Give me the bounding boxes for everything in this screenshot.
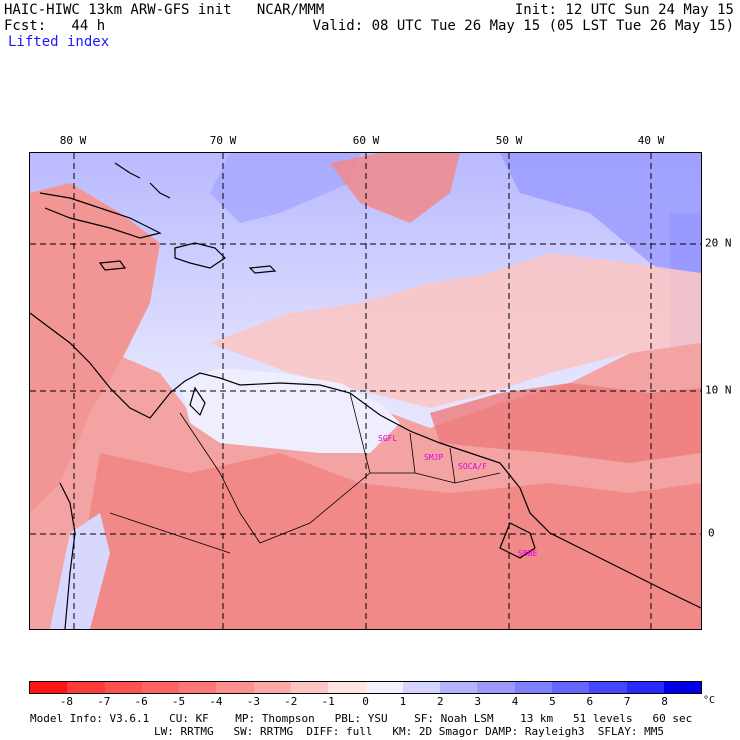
lifted-index-map: SGFL SMJP SOCA/F SBBE bbox=[29, 152, 702, 630]
colorbar-segment bbox=[440, 682, 478, 693]
unstable-region-central-america bbox=[30, 183, 160, 513]
station-smjp: SMJP bbox=[424, 453, 443, 462]
colorbar-segment bbox=[402, 682, 441, 693]
colorbar-tick-label: -5 bbox=[171, 695, 186, 708]
colorbar-tick-label: 0 bbox=[362, 695, 369, 708]
station-markers: SGFL SMJP SOCA/F SBBE bbox=[378, 434, 537, 558]
colorbar-tick-label: -6 bbox=[134, 695, 148, 708]
border-venezuela-guyana bbox=[349, 392, 371, 474]
unstable-region-atlantic-band bbox=[210, 253, 701, 408]
border-brazil-north bbox=[259, 472, 501, 544]
colorbar-tick-label: 3 bbox=[474, 695, 481, 708]
colorbar-segment bbox=[328, 682, 366, 693]
neutral-region-caribbean-basin bbox=[180, 368, 400, 453]
lon-label-50w: 50 W bbox=[495, 134, 523, 147]
border-suriname-french-guiana bbox=[449, 447, 456, 484]
colorbar-tick-label: -3 bbox=[246, 695, 260, 708]
valid-time: Valid: 08 UTC Tue 26 May 15 (05 LST Tue … bbox=[312, 18, 734, 34]
station-sgfl: SGFL bbox=[378, 434, 397, 443]
stable-region-pacific-coast bbox=[50, 513, 110, 629]
footer-physics-info: LW: RRTMG SW: RRTMG DIFF: full KM: 2D Sm… bbox=[154, 725, 664, 738]
field-name: Lifted index bbox=[8, 34, 110, 50]
colorbar-tick-label: -1 bbox=[321, 695, 335, 708]
country-borders bbox=[109, 392, 501, 554]
lat-label-20n: 20 N bbox=[705, 236, 732, 250]
colorbar-tick-label: 8 bbox=[661, 695, 668, 708]
colorbar-segment bbox=[551, 682, 590, 693]
colorbar-segment bbox=[365, 682, 403, 693]
amazon-delta-coast bbox=[499, 522, 536, 559]
colorbar-tick-label: 4 bbox=[511, 695, 519, 708]
colorbar-tick-label: 6 bbox=[586, 695, 594, 708]
colorbar-tick-label: -2 bbox=[284, 695, 298, 708]
colorbar-unit: °C bbox=[703, 695, 716, 706]
unstable-region-lesser-antilles bbox=[330, 153, 460, 223]
colorbar-segment bbox=[216, 682, 254, 693]
dashed-gridlines bbox=[30, 153, 701, 629]
colorbar-tick-label: -8 bbox=[59, 695, 73, 708]
colorbar-tick-label: 7 bbox=[623, 695, 631, 708]
border-colombia-venezuela bbox=[179, 412, 261, 544]
jamaica-coast bbox=[98, 260, 127, 271]
colorbar-segment bbox=[141, 682, 180, 693]
colorbar-segment bbox=[30, 682, 68, 693]
colorbar-segment bbox=[67, 682, 105, 693]
colorbar-tick-label: 1 bbox=[399, 695, 407, 708]
colorbar-tick-label: 2 bbox=[436, 695, 444, 708]
colorbar bbox=[29, 681, 702, 694]
station-sbbe: SBBE bbox=[518, 549, 537, 558]
south-america-north-coast bbox=[184, 372, 701, 609]
hispaniola-coast bbox=[174, 242, 226, 269]
puerto-rico-coast bbox=[248, 265, 277, 274]
lon-label-70w: 70 W bbox=[209, 134, 237, 147]
border-colombia-peru bbox=[109, 512, 231, 554]
colorbar-tick-label: 5 bbox=[549, 695, 556, 708]
model-title: HAIC-HIWC 13km ARW-GFS init NCAR/MMM bbox=[4, 2, 325, 18]
coastlines bbox=[30, 162, 701, 629]
colorbar-segment bbox=[253, 682, 291, 693]
forecast-hour: Fcst: 44 h bbox=[4, 18, 106, 34]
colorbar-segment bbox=[626, 682, 664, 693]
lat-label-0: 0 bbox=[708, 526, 715, 540]
colorbar-segment bbox=[589, 682, 627, 693]
lon-label-40w: 40 W bbox=[637, 134, 665, 147]
colorbar-segment bbox=[663, 682, 702, 693]
pacific-coast bbox=[59, 482, 76, 629]
footer-model-info: Model Info: V3.6.1 CU: KF MP: Thompson P… bbox=[30, 712, 693, 725]
colorbar-segment bbox=[514, 682, 552, 693]
border-guyana-suriname bbox=[409, 432, 416, 474]
unstable-region-guiana-coast bbox=[430, 383, 701, 463]
colorbar-segment bbox=[179, 682, 217, 693]
lon-label-60w: 60 W bbox=[352, 134, 380, 147]
colorbar-segment bbox=[477, 682, 515, 693]
init-time: Init: 12 UTC Sun 24 May 15 bbox=[514, 2, 734, 18]
lake-maracaibo-coast bbox=[189, 386, 206, 417]
cuba-coast bbox=[39, 192, 162, 239]
station-soca: SOCA/F bbox=[458, 462, 487, 471]
colorbar-segment bbox=[104, 682, 142, 693]
colorbar-tick-label: -7 bbox=[97, 695, 111, 708]
bahamas-coast bbox=[114, 162, 171, 199]
lat-label-10n: 10 N bbox=[705, 383, 732, 397]
unstable-region-amazon bbox=[70, 453, 701, 629]
colorbar-tick-label: -4 bbox=[209, 695, 223, 708]
colorbar-segment bbox=[290, 682, 329, 693]
stable-region-north-central bbox=[210, 153, 360, 223]
lon-label-80w: 80 W bbox=[59, 134, 87, 147]
central-america-coast bbox=[30, 312, 186, 419]
